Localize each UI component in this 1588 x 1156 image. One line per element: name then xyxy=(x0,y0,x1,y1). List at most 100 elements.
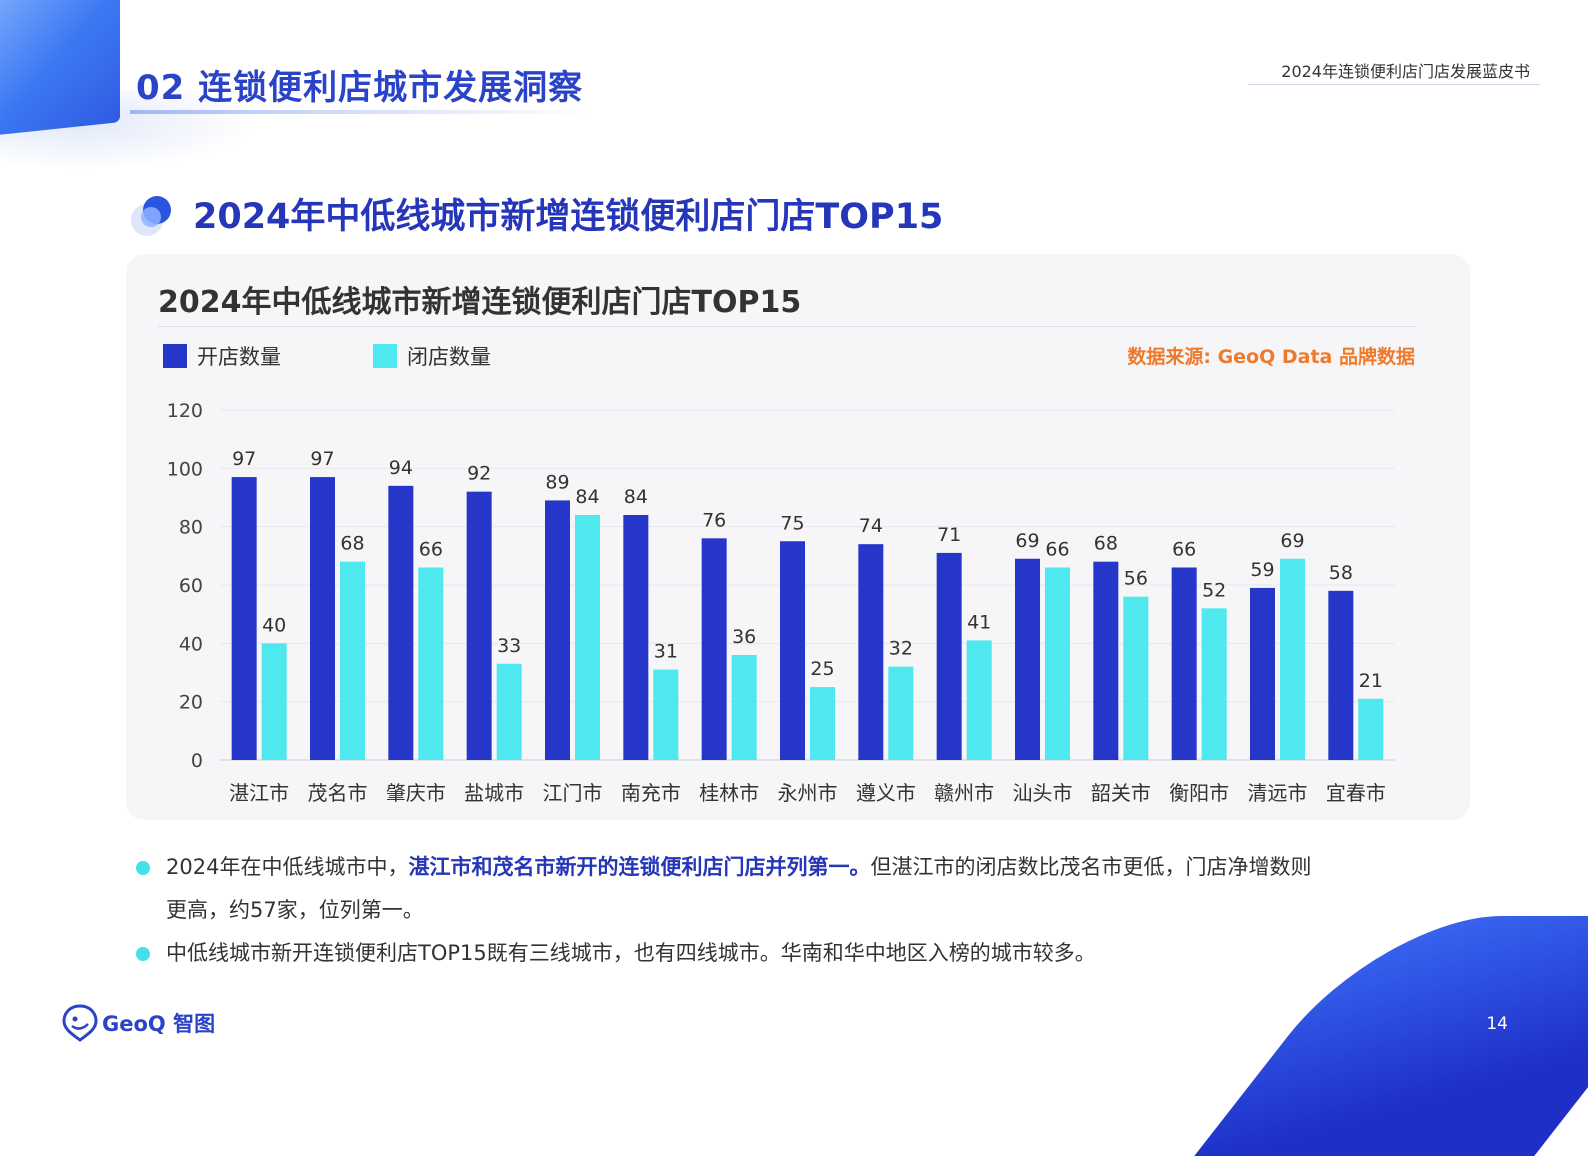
data-label: 58 xyxy=(1329,562,1353,584)
bar-close xyxy=(1280,558,1305,760)
data-label: 69 xyxy=(1015,530,1039,552)
header-underline xyxy=(130,110,590,114)
data-label: 52 xyxy=(1202,579,1226,601)
bar-close xyxy=(653,669,679,760)
x-tick-label: 宜春市 xyxy=(1326,781,1386,805)
insight-text: 2024年在中低线城市中， xyxy=(166,855,409,879)
data-label: 41 xyxy=(967,611,991,633)
bar-close xyxy=(1123,596,1149,760)
bar-close xyxy=(418,567,444,760)
bar-close xyxy=(731,655,757,760)
x-tick-label: 汕头市 xyxy=(1013,781,1073,805)
chart-title-rule xyxy=(158,326,1416,327)
insight-list: 2024年在中低线城市中，湛江市和茂名市新开的连锁便利店门店并列第一。但湛江市的… xyxy=(136,846,1476,975)
data-label: 89 xyxy=(545,471,569,493)
bar-open xyxy=(1171,567,1197,760)
bar-close xyxy=(810,687,835,760)
insight-text: 中低线城市新开连锁便利店TOP15既有三线城市，也有四线城市。华南和华中地区入榜… xyxy=(166,941,1096,965)
data-label: 97 xyxy=(310,448,334,470)
geoq-logo-icon xyxy=(62,1004,98,1042)
y-tick-label: 120 xyxy=(167,400,203,422)
data-label: 94 xyxy=(389,457,413,479)
data-label: 32 xyxy=(889,638,913,660)
x-tick-label: 韶关市 xyxy=(1091,781,1151,805)
y-tick-label: 60 xyxy=(179,575,203,597)
x-tick-label: 桂林市 xyxy=(699,781,759,805)
page-number: 14 xyxy=(1486,1014,1508,1034)
logo-text: GeoQ 智图 xyxy=(102,1012,216,1036)
data-label: 84 xyxy=(575,486,599,508)
bar-open xyxy=(623,515,649,760)
bar-close xyxy=(888,666,914,760)
chart-title: 2024年中低线城市新增连锁便利店门店TOP15 xyxy=(158,285,802,320)
bar-open xyxy=(858,544,884,760)
data-label: 92 xyxy=(467,463,491,485)
report-name-rule xyxy=(1248,84,1540,85)
legend-swatch-open xyxy=(163,344,187,368)
bar-open xyxy=(545,500,570,760)
insight-text: 更高，约57家，位列第一。 xyxy=(166,898,424,922)
bar-open xyxy=(1015,558,1040,760)
data-label: 36 xyxy=(732,626,756,648)
legend-label-close: 闭店数量 xyxy=(407,345,491,369)
data-label: 25 xyxy=(810,658,834,680)
data-label: 84 xyxy=(624,486,648,508)
y-tick-label: 0 xyxy=(191,750,203,772)
x-tick-label: 盐城市 xyxy=(464,781,524,805)
y-tick-label: 100 xyxy=(167,458,203,480)
data-label: 33 xyxy=(497,635,521,657)
data-label: 74 xyxy=(859,515,883,537)
bullet-dot xyxy=(136,947,150,961)
x-tick-label: 茂名市 xyxy=(308,781,368,805)
data-label: 31 xyxy=(654,641,678,663)
y-tick-label: 80 xyxy=(179,517,203,539)
x-tick-label: 湛江市 xyxy=(229,781,289,805)
legend-swatch-close xyxy=(373,344,397,368)
x-tick-label: 永州市 xyxy=(778,781,838,805)
data-label: 56 xyxy=(1124,568,1148,590)
bar-close xyxy=(966,640,992,760)
legend-label-open: 开店数量 xyxy=(197,345,281,369)
data-source: 数据来源: GeoQ Data 品牌数据 xyxy=(1127,346,1415,368)
bar-open xyxy=(388,485,414,760)
bar-chart: 0 20 40 60 80 100 120 97 40 湛江市 97 68 茂名市 94 66 肇庆市 92 33… xyxy=(167,400,1395,805)
bullet-dot xyxy=(136,861,150,875)
data-label: 66 xyxy=(1045,539,1069,561)
insight-text: 但湛江市的闭店数比茂名市更低，门店净增数则 xyxy=(870,855,1312,879)
x-tick-label: 遵义市 xyxy=(856,781,916,805)
bar-close xyxy=(575,515,600,760)
section-title: 2024年中低线城市新增连锁便利店门店TOP15 xyxy=(193,197,944,237)
data-label: 68 xyxy=(340,533,364,555)
bar-open xyxy=(466,491,492,760)
data-label: 21 xyxy=(1359,670,1383,692)
data-label: 75 xyxy=(780,512,804,534)
bar-close xyxy=(261,643,287,760)
bar-open xyxy=(1093,561,1119,760)
bar-open xyxy=(1250,587,1275,760)
data-label: 59 xyxy=(1250,559,1274,581)
y-tick-label: 20 xyxy=(179,692,203,714)
data-label: 66 xyxy=(419,539,443,561)
bar-open xyxy=(936,552,962,760)
data-label: 97 xyxy=(232,448,256,470)
data-label: 68 xyxy=(1094,533,1118,555)
report-name: 2024年连锁便利店门店发展蓝皮书 xyxy=(1281,62,1530,81)
x-tick-label: 肇庆市 xyxy=(386,781,446,805)
legend-item-open: 开店数量 xyxy=(163,342,281,370)
data-label: 40 xyxy=(262,614,286,636)
insight-highlight: 湛江市和茂名市新开的连锁便利店门店并列第一。 xyxy=(408,855,871,879)
bar-close xyxy=(1358,698,1384,760)
data-label: 71 xyxy=(937,524,961,546)
data-label: 76 xyxy=(702,509,726,531)
bar-close xyxy=(1201,608,1227,760)
y-tick-label: 40 xyxy=(179,633,203,655)
geoq-logo: GeoQ 智图 xyxy=(62,1004,215,1042)
insight-item: 中低线城市新开连锁便利店TOP15既有三线城市，也有四线城市。华南和华中地区入榜… xyxy=(136,932,1476,975)
data-label: 69 xyxy=(1280,530,1304,552)
data-label: 66 xyxy=(1172,539,1196,561)
x-tick-label: 清远市 xyxy=(1248,781,1308,805)
bar-open xyxy=(1328,590,1354,760)
bar-close xyxy=(1045,567,1070,760)
x-tick-label: 衡阳市 xyxy=(1169,781,1229,805)
x-tick-label: 江门市 xyxy=(543,781,603,805)
